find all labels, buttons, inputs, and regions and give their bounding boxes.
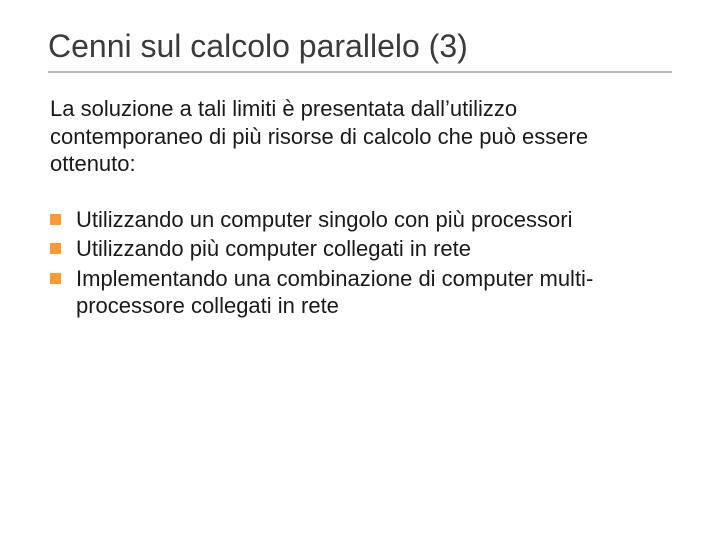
square-bullet-icon [50, 243, 61, 254]
intro-paragraph: La soluzione a tali limiti è presentata … [48, 95, 672, 178]
bullet-text: Implementando una combinazione di comput… [76, 266, 593, 319]
bullet-item: Utilizzando più computer collegati in re… [50, 235, 672, 263]
slide: Cenni sul calcolo parallelo (3) La soluz… [0, 0, 720, 540]
bullet-text: Utilizzando un computer singolo con più … [76, 207, 572, 232]
bullet-list: Utilizzando un computer singolo con più … [48, 206, 672, 320]
bullet-text: Utilizzando più computer collegati in re… [76, 236, 471, 261]
square-bullet-icon [50, 273, 61, 284]
slide-title: Cenni sul calcolo parallelo (3) [48, 28, 672, 73]
square-bullet-icon [50, 214, 61, 225]
bullet-item: Utilizzando un computer singolo con più … [50, 206, 672, 234]
bullet-item: Implementando una combinazione di comput… [50, 265, 672, 320]
